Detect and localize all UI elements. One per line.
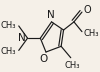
Text: N: N xyxy=(18,33,26,43)
Text: O: O xyxy=(40,54,48,64)
Text: CH₃: CH₃ xyxy=(1,47,16,56)
Text: CH₃: CH₃ xyxy=(65,61,80,70)
Text: O: O xyxy=(83,5,91,15)
Text: N: N xyxy=(47,10,55,20)
Text: CH₃: CH₃ xyxy=(1,21,16,30)
Text: CH₃: CH₃ xyxy=(84,29,99,38)
